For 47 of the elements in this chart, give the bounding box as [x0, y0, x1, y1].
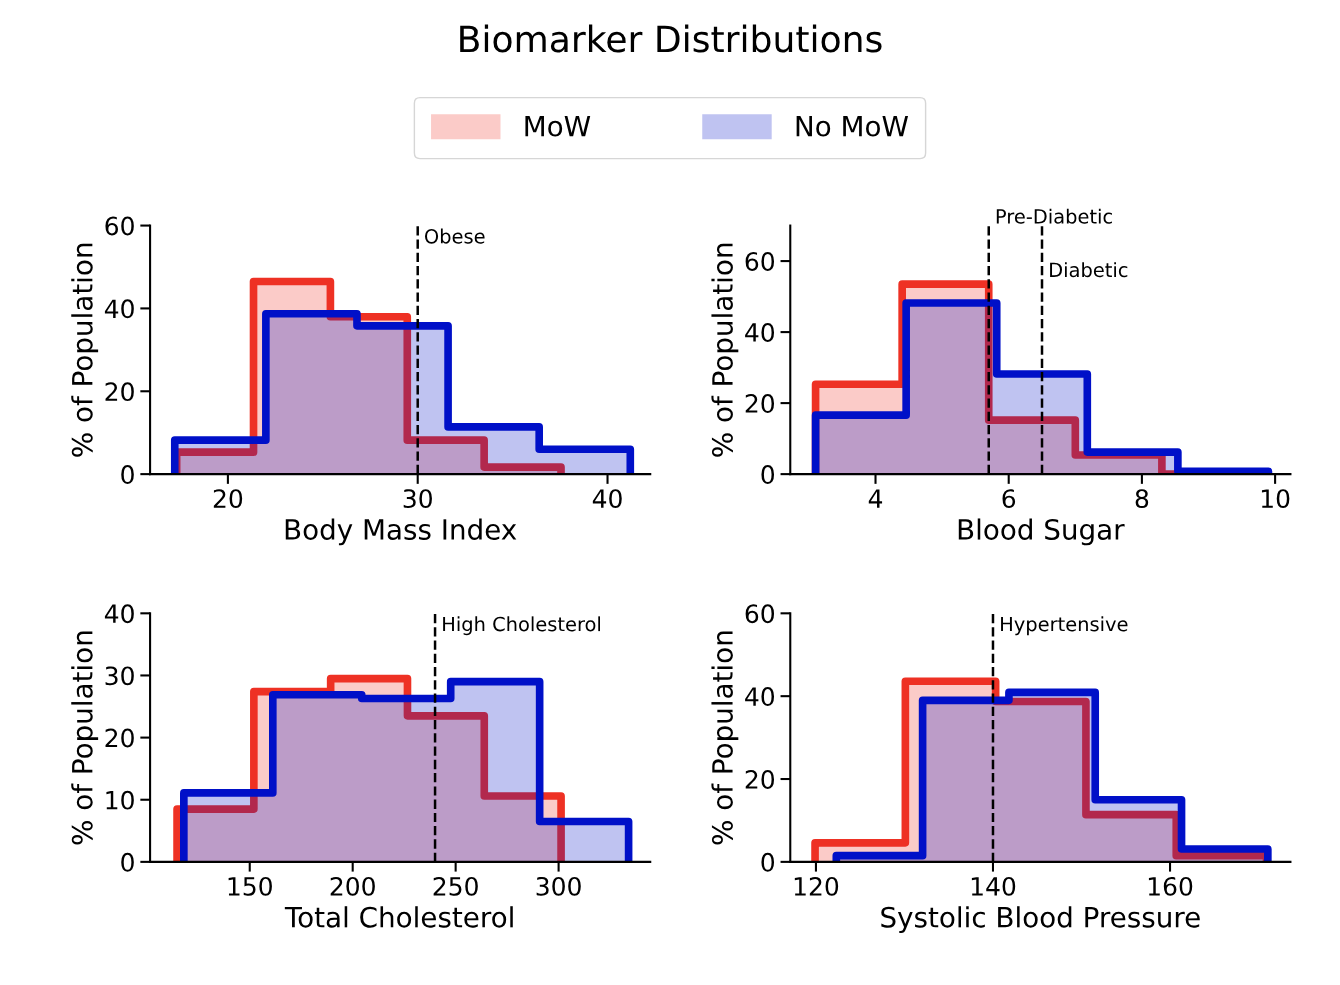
x-tick-label: 160: [1148, 876, 1193, 896]
y-tick-label: 40: [104, 604, 134, 624]
y-tick-label: 0: [761, 852, 775, 872]
x-axis-title: Blood Sugar: [958, 518, 1125, 546]
legend-label: MoW: [525, 115, 591, 137]
ref-line-label: Diabetic: [1050, 262, 1128, 278]
ref-line-label: Pre-Diabetic: [996, 208, 1112, 224]
y-tick-label: 40: [745, 323, 775, 342]
x-tick-label: 20: [213, 489, 243, 509]
x-axis-title: Total Cholesterol: [284, 906, 513, 928]
x-tick-label: 250: [433, 876, 478, 896]
x-tick-label: 30: [403, 489, 432, 509]
ref-line-label: High Cholesterol: [443, 616, 601, 636]
y-tick-label: 60: [745, 252, 775, 271]
x-axis-title: Body Mass Index: [285, 518, 517, 546]
y-tick-label: 0: [121, 852, 134, 872]
y-axis-title: % of Population: [711, 243, 739, 457]
x-axis-title: Systolic Blood Pressure: [881, 906, 1200, 934]
x-tick-label: 200: [330, 876, 375, 896]
y-tick-label: 40: [745, 687, 775, 707]
x-tick-label: 8: [1135, 489, 1149, 509]
y-tick-label: 30: [105, 666, 134, 686]
x-tick-label: 300: [536, 876, 581, 896]
y-tick-label: 60: [105, 216, 134, 236]
y-tick-label: 60: [745, 604, 775, 624]
x-tick-label: 150: [228, 876, 272, 896]
x-tick-label: 120: [794, 876, 839, 896]
y-tick-label: 20: [105, 728, 134, 748]
y-axis-title: % of Population: [71, 243, 99, 457]
chart-title: Biomarker Distributions: [460, 24, 882, 53]
x-tick-label: 140: [971, 876, 1016, 896]
ref-line-label: Obese: [424, 228, 485, 244]
y-tick-label: 20: [745, 394, 775, 413]
x-tick-label: 4: [868, 489, 883, 508]
ref-line-label: Hypertensive: [1001, 616, 1128, 636]
y-tick-label: 20: [745, 769, 775, 789]
y-axis-title: % of Population: [71, 631, 99, 845]
y-tick-label: 20: [105, 382, 134, 402]
y-axis-title: % of Population: [711, 631, 739, 845]
y-tick-label: 0: [761, 465, 775, 484]
y-tick-label: 40: [104, 299, 134, 319]
x-tick-label: 40: [592, 489, 622, 509]
legend-label: No MoW: [796, 115, 909, 137]
x-tick-label: 6: [1002, 489, 1016, 509]
x-tick-label: 10: [1261, 489, 1290, 509]
y-tick-label: 10: [106, 790, 134, 810]
y-tick-label: 0: [121, 465, 134, 484]
